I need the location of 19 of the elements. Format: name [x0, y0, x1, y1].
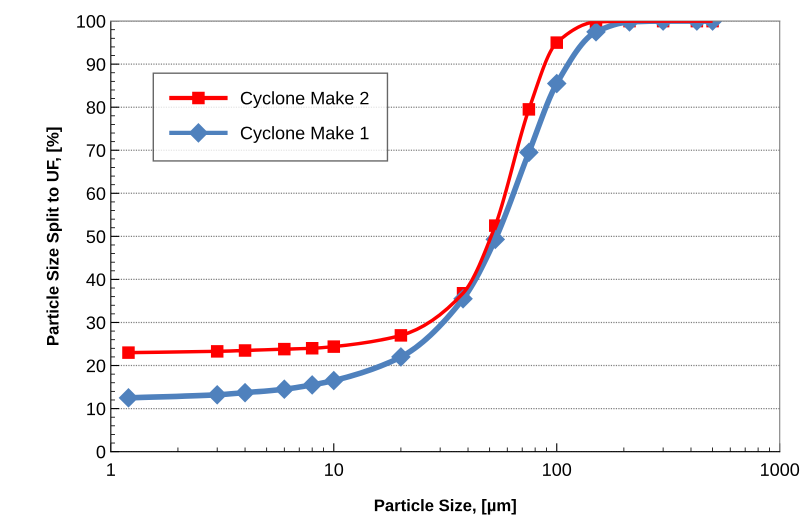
y-tick-label: 80 — [86, 101, 106, 114]
x-tick-label: 10 — [325, 463, 344, 476]
x-tick-label: 1 — [107, 463, 115, 476]
y-axis-title: Particle Size Split to UF, [%] — [46, 128, 62, 345]
y-tick-label: 100 — [77, 15, 106, 28]
y-tick-label: 30 — [86, 316, 106, 330]
y-tick-label: 90 — [86, 58, 106, 71]
y-tick-label: 40 — [86, 273, 106, 286]
x-tick-label: 100 — [543, 463, 572, 476]
x-tick-label: 1000 — [761, 463, 800, 476]
legend-label: Cyclone Make 1 — [240, 126, 369, 143]
y-tick-label: 50 — [86, 230, 106, 244]
y-tick-label: 0 — [96, 446, 106, 458]
x-axis-title: Particle Size, [µm] — [374, 499, 516, 515]
y-tick-label: 10 — [87, 402, 106, 416]
legend-label: Cyclone Make 2 — [240, 91, 369, 108]
y-tick-label: 60 — [86, 187, 106, 200]
y-tick-label: 20 — [86, 359, 106, 372]
y-tick-label: 70 — [86, 144, 106, 157]
